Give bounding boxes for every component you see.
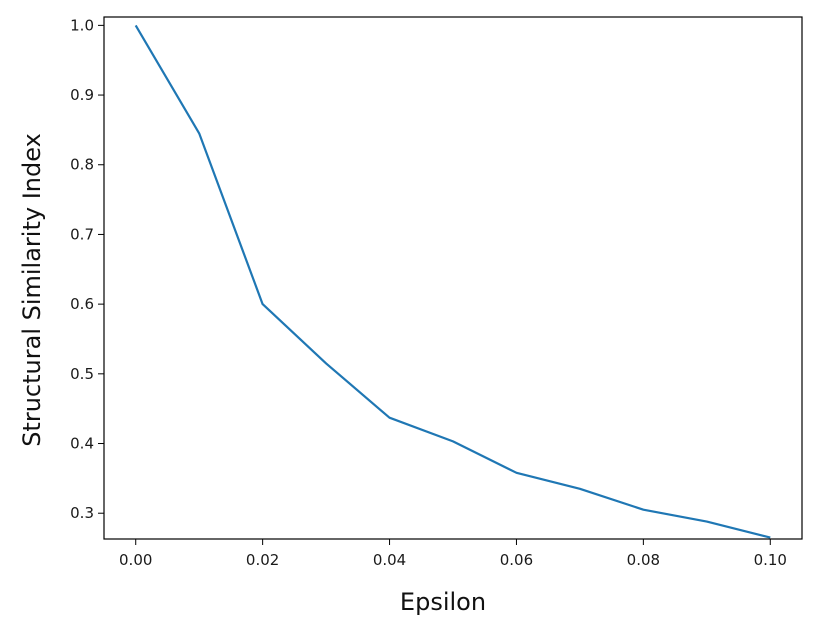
y-tick-label: 0.4 <box>70 435 94 453</box>
y-tick-label: 0.6 <box>70 295 94 313</box>
x-axis: 0.00 0.02 0.04 0.06 0.08 0.10 <box>119 539 787 569</box>
x-tick-label: 0.08 <box>627 551 660 569</box>
x-tick-label: 0.10 <box>754 551 787 569</box>
y-tick-label: 0.9 <box>70 86 94 104</box>
x-axis-label: Epsilon <box>400 588 486 616</box>
x-tick-label: 0.02 <box>246 551 279 569</box>
y-tick-label: 0.5 <box>70 365 94 383</box>
y-axis: 0.3 0.4 0.5 0.6 0.7 0.8 0.9 1.0 <box>70 16 104 522</box>
y-tick-label: 0.3 <box>70 504 94 522</box>
y-axis-label: Structural Similarity Index <box>18 133 46 447</box>
plot-frame <box>103 16 803 540</box>
x-tick-label: 0.06 <box>500 551 533 569</box>
x-tick-label: 0.00 <box>119 551 152 569</box>
y-tick-label: 0.7 <box>70 225 94 243</box>
y-tick-label: 0.8 <box>70 156 94 174</box>
series-line <box>134 24 771 539</box>
x-tick-label: 0.04 <box>373 551 406 569</box>
series-layer <box>134 24 771 539</box>
y-tick-label: 1.0 <box>70 16 94 34</box>
